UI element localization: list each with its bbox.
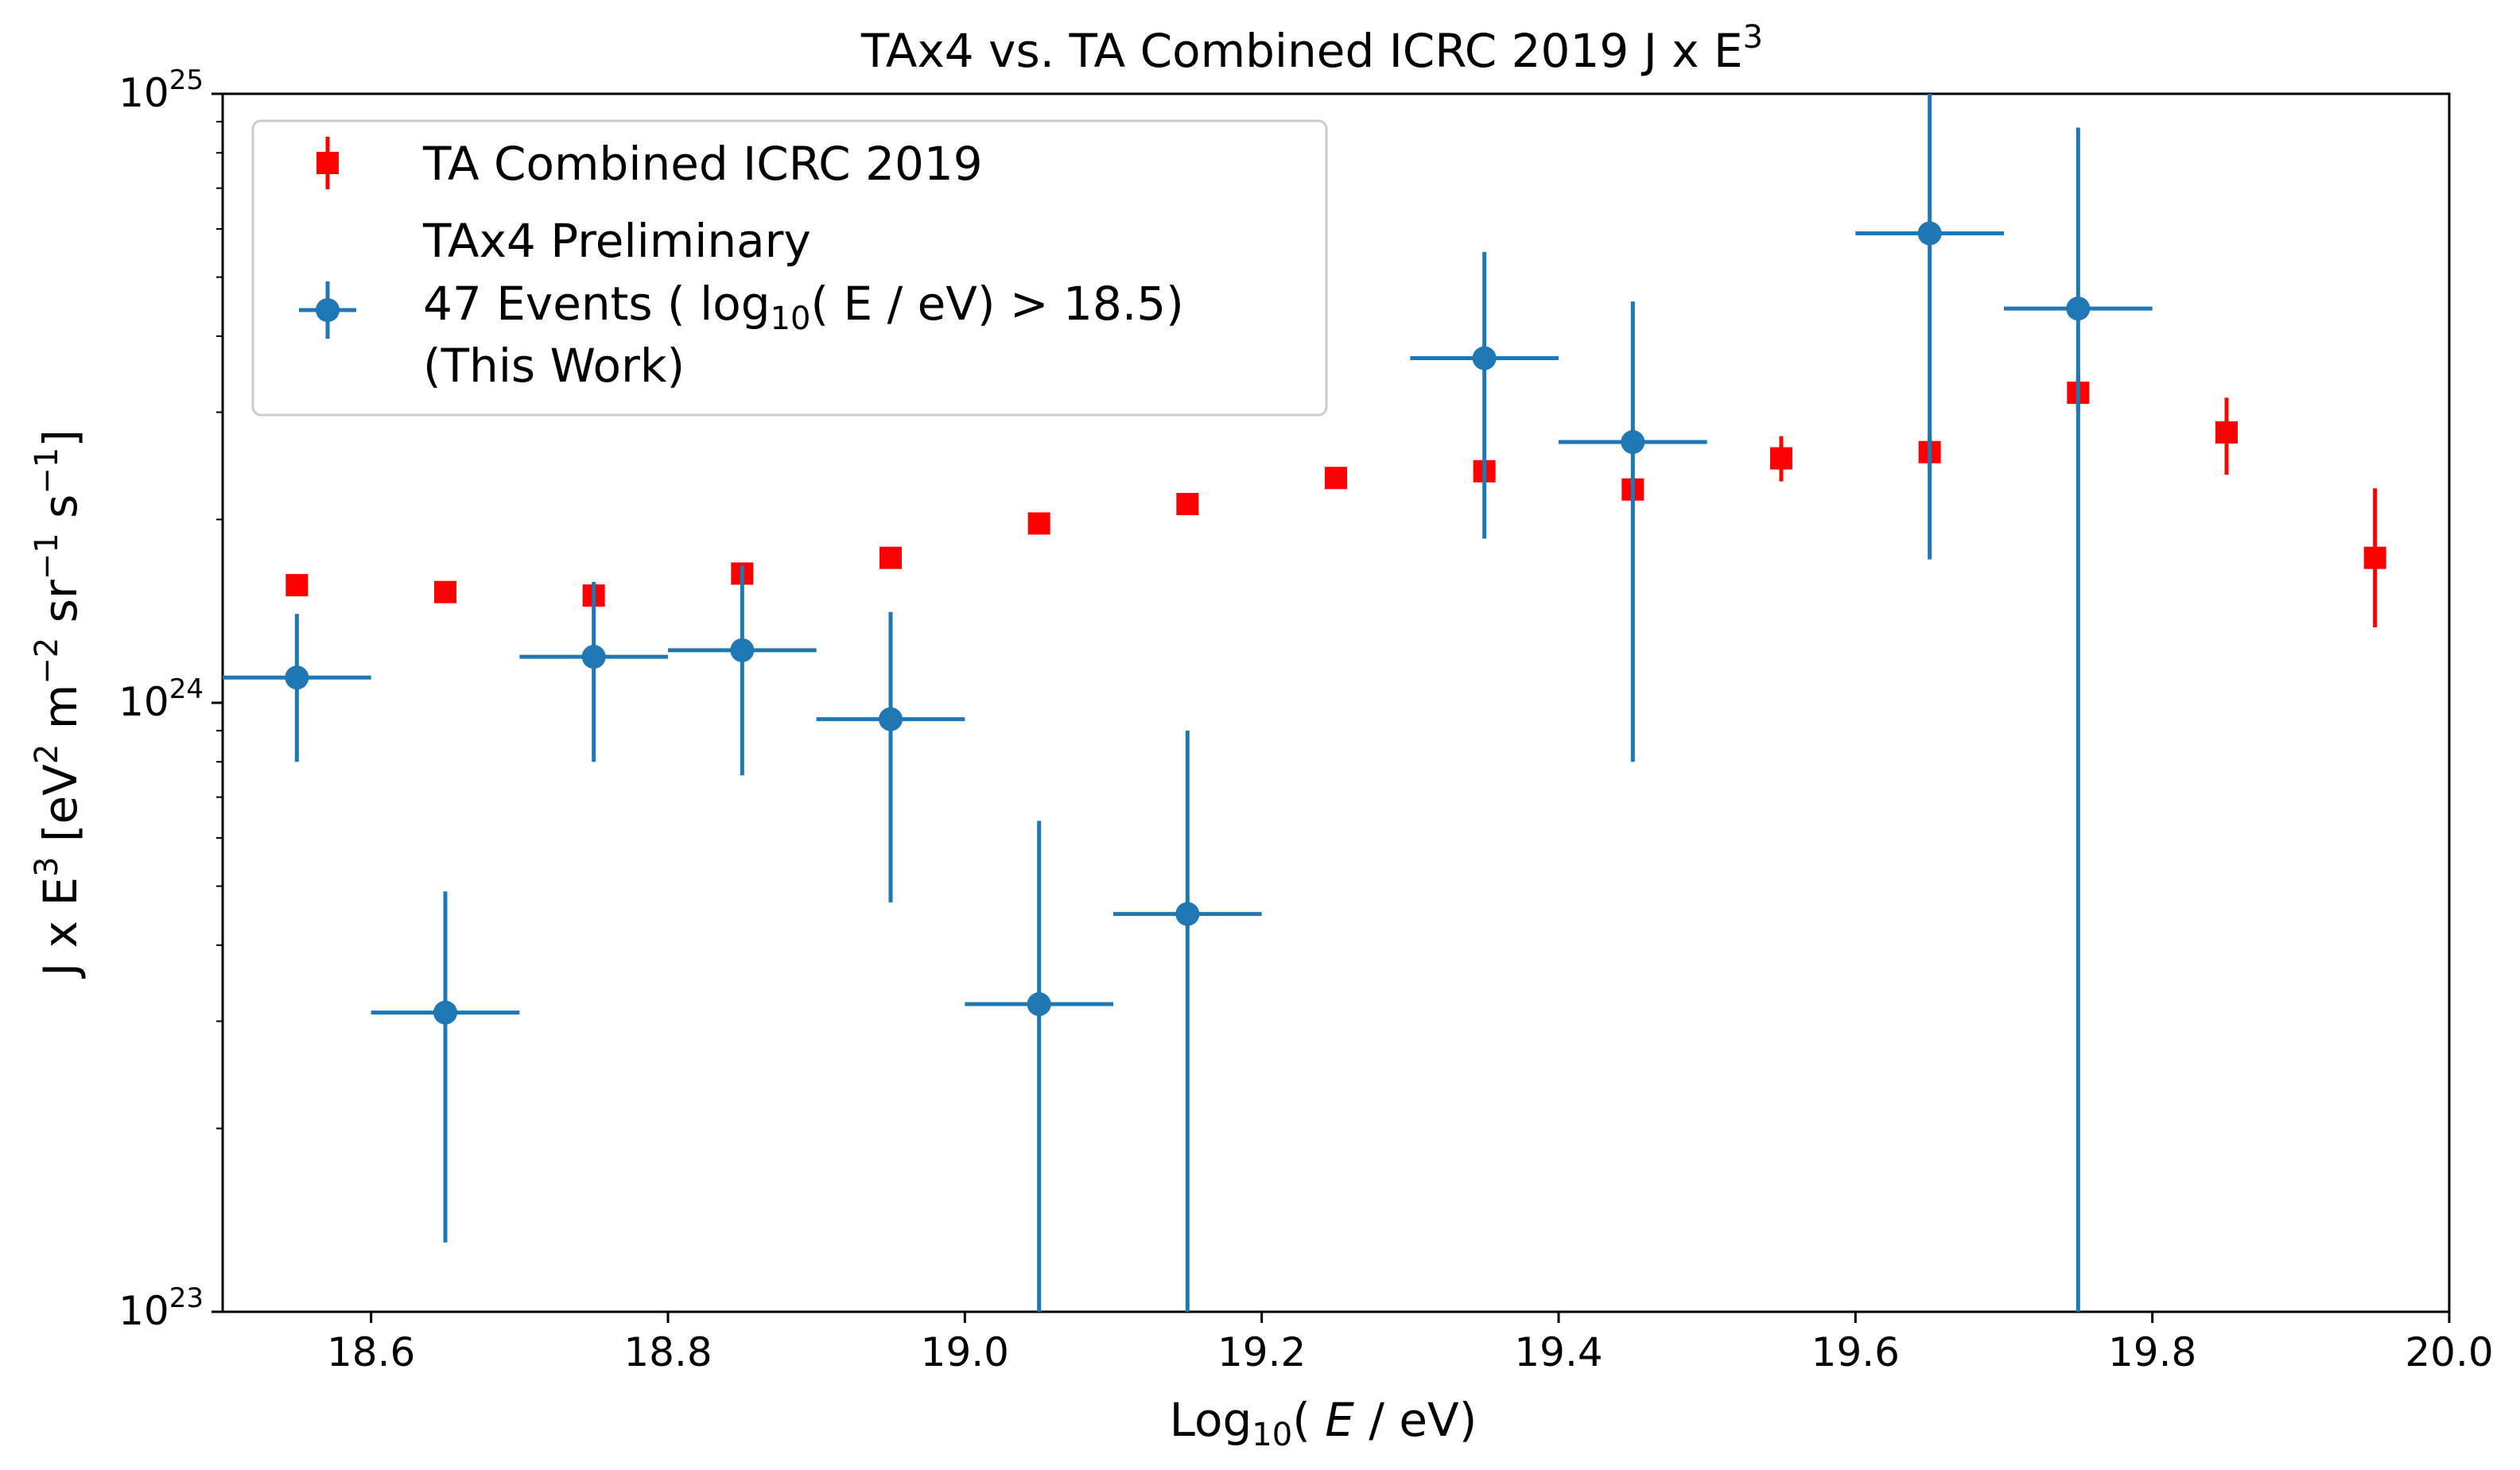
ta-combined-point	[434, 580, 456, 603]
x-tick-label: 19.8	[2108, 1329, 2196, 1375]
y-axis-label-b-sup: 2	[29, 744, 65, 764]
y-axis-label-b: [eV	[33, 764, 87, 857]
x-axis-label-pre: Log	[1170, 1393, 1252, 1447]
ta-combined-point	[285, 574, 309, 597]
y-axis-label-e-sup: −1	[29, 448, 65, 495]
chart-title: TAx4 vs. TA Combined ICRC 2019 J x E3	[860, 19, 1763, 78]
legend-circle-tax4	[316, 298, 340, 322]
y-tick-label: 1023	[118, 1282, 204, 1334]
legend-label-tax4-line2-sub: 10	[771, 301, 811, 337]
y-tick-label: 1025	[118, 64, 204, 116]
y-axis-label-a: J x E	[33, 877, 87, 979]
legend-label-tax4-line3: (This Work)	[423, 339, 685, 393]
tax4-point	[433, 1000, 457, 1025]
ta-combined-point	[1325, 467, 1347, 490]
y-axis-label-c-sup: −2	[29, 638, 65, 685]
x-axis: 18.6 18.8 19.0 19.2 19.4 19.6 19.8 20.0	[327, 1312, 2494, 1375]
ta-combined-point	[1027, 512, 1050, 535]
x-tick-label: 18.6	[327, 1329, 415, 1375]
y-axis-label-f: ]	[33, 429, 87, 448]
legend-label-ta-combined: TA Combined ICRC 2019	[422, 137, 983, 191]
ta-combined-point	[2215, 421, 2238, 444]
y-axis-label-e: s	[33, 495, 87, 533]
x-axis-label-mid: (	[1292, 1393, 1325, 1447]
legend-box	[251, 119, 1328, 417]
y-tick-label-base: 10	[118, 70, 169, 116]
ta-combined-point	[2363, 546, 2386, 569]
tax4-point	[2066, 297, 2091, 321]
x-tick-label: 19.4	[1514, 1329, 1602, 1375]
tax4-point	[879, 707, 903, 731]
y-axis-label: J x E3 [eV2 m−2 sr−1 s−1]	[29, 429, 87, 979]
chart-title-main: TAx4 vs. TA Combined ICRC 2019 J x E	[860, 24, 1743, 78]
y-axis-label-a-sup: 3	[29, 857, 65, 877]
legend: TA Combined ICRC 2019 TAx4 Preliminary 4…	[251, 119, 1328, 417]
x-axis-label-italic: E	[1325, 1393, 1354, 1447]
ta-combined-point	[879, 546, 902, 569]
y-axis-label-d-sup: −1	[29, 533, 65, 580]
tax4-point	[1621, 430, 1645, 455]
legend-label-tax4-line1: TAx4 Preliminary	[422, 214, 811, 268]
x-tick-label: 19.6	[1811, 1329, 1900, 1375]
y-axis-label-d: sr	[33, 580, 87, 638]
x-tick-label: 19.2	[1217, 1329, 1306, 1375]
legend-label-tax4-line2-text: 47 Events ( log	[423, 277, 771, 331]
tax4-point	[1027, 992, 1051, 1017]
legend-square-ta-combined	[316, 152, 339, 174]
ta-combined-point	[1176, 493, 1199, 516]
x-tick-label: 19.0	[921, 1329, 1009, 1375]
y-axis-label-c: m	[33, 685, 87, 744]
legend-marker-ta-combined	[316, 137, 339, 189]
ta-combined-point	[1770, 447, 1792, 470]
legend-label-tax4-line2: 47 Events ( log10( E / eV) > 18.5)	[423, 277, 1184, 337]
tax4-point	[730, 638, 755, 662]
x-axis-label-sub: 10	[1252, 1417, 1292, 1453]
x-tick-label: 20.0	[2405, 1329, 2493, 1375]
chart-title-sup: 3	[1743, 19, 1763, 56]
tax4-point	[285, 665, 309, 690]
tax4-point	[1175, 902, 1200, 926]
y-tick-label-base: 10	[118, 1288, 169, 1334]
series-tax4	[223, 94, 2153, 1312]
x-axis-label: Log10( E / eV)	[1170, 1393, 1477, 1453]
y-tick-label-exp: 24	[169, 673, 204, 705]
y-tick-label-exp: 25	[169, 64, 204, 96]
legend-marker-tax4	[299, 281, 356, 339]
tax4-point	[581, 645, 606, 669]
y-tick-label-base: 10	[118, 679, 169, 725]
legend-label-tax4-line2-post: ( E / eV) > 18.5)	[810, 277, 1183, 331]
tax4-point	[1472, 346, 1497, 370]
x-tick-label: 18.8	[623, 1329, 712, 1375]
x-axis-label-post: / eV)	[1354, 1393, 1477, 1447]
y-tick-label: 1024	[118, 673, 204, 725]
y-tick-label-exp: 23	[169, 1282, 204, 1314]
tax4-point	[1917, 221, 1942, 246]
